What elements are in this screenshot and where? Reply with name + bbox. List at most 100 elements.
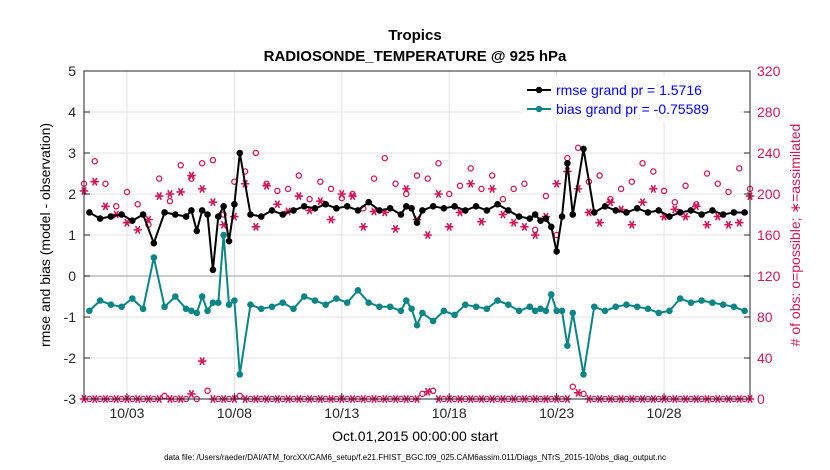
bias-point — [402, 297, 410, 304]
rmse-point — [526, 215, 534, 222]
bias-point — [413, 321, 421, 329]
rmse-point — [354, 207, 362, 214]
obs-assimilated-point — [272, 200, 282, 209]
obs-assimilated-point — [702, 220, 712, 229]
bias-point — [633, 303, 641, 311]
obs-assimilated-point — [595, 218, 605, 227]
rmse-point — [505, 207, 512, 214]
rmse-point — [139, 211, 147, 218]
bias-point — [526, 303, 534, 311]
bias-point — [354, 287, 362, 294]
legend-box — [522, 76, 740, 122]
left-tick-label: -3 — [64, 391, 77, 407]
bias-point — [86, 307, 93, 315]
rmse-point — [333, 205, 340, 212]
bias-point — [623, 301, 630, 309]
rmse-point — [257, 213, 265, 220]
obs-possible-point — [403, 190, 410, 198]
bias-point — [225, 301, 233, 309]
asterisk-stroke — [693, 202, 699, 211]
bias-point — [741, 307, 748, 315]
obs-possible-point — [134, 200, 141, 208]
bias-point — [247, 301, 254, 309]
obs-possible-point — [703, 170, 711, 177]
obs-possible-point — [650, 168, 657, 175]
rmse-point — [472, 203, 480, 210]
asterisk-stroke — [554, 179, 560, 188]
obs-assimilated-point — [509, 218, 519, 227]
rmse-point — [553, 248, 560, 255]
rmse-point — [225, 237, 233, 245]
obs-possible-point — [209, 156, 217, 164]
left-tick-label: 1 — [68, 227, 76, 243]
right-tick-label: 40 — [757, 350, 773, 366]
obs-possible-point — [295, 172, 303, 179]
bias-point — [376, 303, 383, 311]
bias-point — [719, 301, 727, 309]
asterisk-stroke — [210, 198, 216, 207]
obs-possible-point — [317, 178, 324, 185]
left-tick-label: 0 — [68, 268, 76, 284]
rmse-point — [451, 203, 458, 210]
asterisk-stroke — [328, 215, 334, 224]
rmse-point — [413, 219, 421, 226]
bias-point — [429, 317, 437, 325]
bias-point — [139, 305, 147, 313]
bias-point — [655, 309, 662, 317]
left-tick-label: -1 — [64, 309, 77, 325]
bias-point — [676, 295, 684, 302]
x-tick-label: 10/18 — [432, 405, 467, 421]
bias-point — [505, 301, 512, 309]
bias-point — [590, 303, 598, 311]
axes: 5 4 3 2 1 0 -1 -2 -3 320 280 240 200 160 120 80 40 0 10/03… — [64, 63, 781, 421]
rmse-point — [558, 213, 566, 220]
obs-assimilated-point — [187, 171, 196, 180]
rmse-point — [419, 207, 426, 214]
rmse-point — [279, 211, 287, 218]
obs-assimilated-point — [455, 208, 465, 217]
right-tick-label: 320 — [757, 63, 781, 79]
x-tick-label: 10/03 — [109, 405, 144, 421]
x-tick-label: 10/13 — [324, 405, 359, 421]
rmse-point — [172, 211, 179, 218]
asterisk-stroke — [457, 208, 463, 217]
obs-assimilated-point — [197, 357, 207, 365]
rmse-point — [429, 203, 437, 210]
left-axis-label: rmse and bias (model - observation) — [37, 123, 53, 347]
rmse-point — [547, 223, 555, 231]
rmse-point — [633, 205, 641, 212]
asterisk-stroke — [296, 192, 302, 200]
obs-assimilated-point — [434, 190, 443, 198]
x-tick-label: 10/28 — [647, 405, 682, 421]
asterisk-stroke — [586, 208, 592, 217]
bias-point — [644, 305, 652, 313]
bias-point — [440, 307, 448, 315]
bias-point — [279, 299, 287, 306]
obs-possible-point — [198, 159, 206, 167]
asterisk-stroke — [532, 231, 538, 239]
rmse-point — [666, 213, 673, 220]
obs-possible-point — [91, 157, 98, 165]
rmse-point — [569, 211, 577, 218]
asterisk-stroke — [650, 184, 656, 193]
obs-assimilated-point — [713, 212, 723, 221]
bias-point — [547, 291, 555, 298]
rmse-point — [188, 207, 195, 214]
obs-possible-point — [671, 198, 679, 206]
right-tick-label: 280 — [757, 104, 781, 120]
bias-point — [118, 303, 125, 311]
rmse-point — [268, 207, 276, 214]
asterisk-stroke — [500, 210, 506, 219]
rmse-point — [150, 239, 158, 247]
asterisk-stroke — [597, 218, 603, 227]
legend-rmse-marker — [535, 86, 543, 94]
footer-data-file: data file: /Users/raeder/DAI/ATM_forcXX/… — [164, 453, 666, 462]
asterisk-stroke — [511, 218, 517, 227]
asterisk-stroke — [360, 222, 366, 231]
bias-point — [209, 299, 217, 306]
rmse-point — [220, 203, 227, 210]
rmse-point — [204, 211, 211, 218]
asterisk-stroke — [629, 220, 635, 229]
bias-point — [107, 301, 115, 309]
